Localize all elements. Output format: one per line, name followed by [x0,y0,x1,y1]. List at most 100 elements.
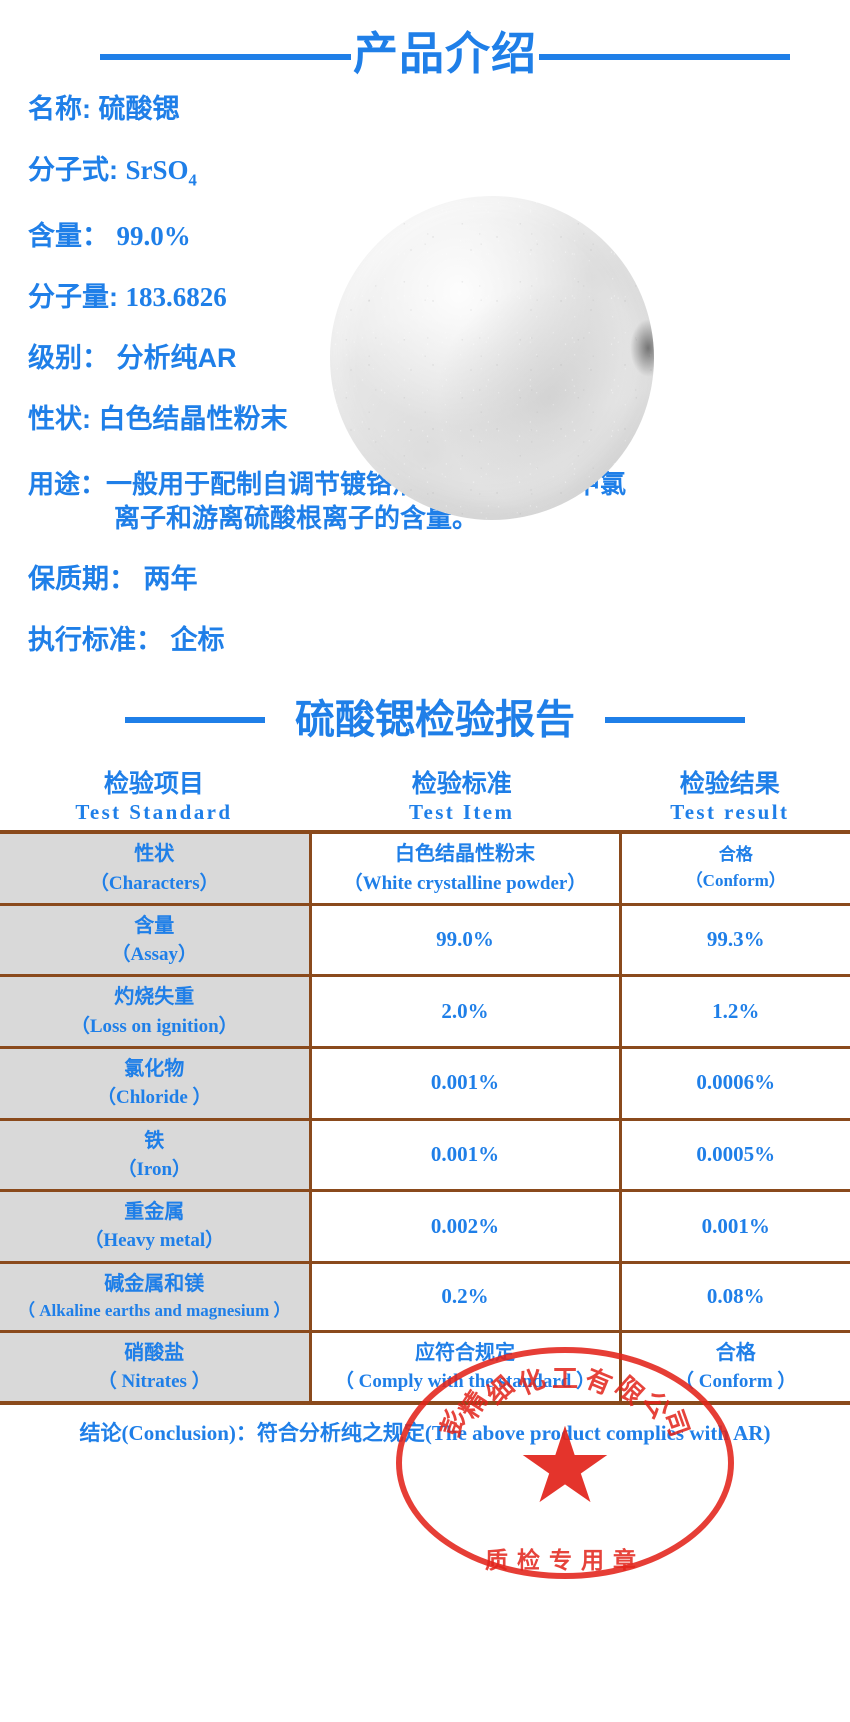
row-result-chloride: 0.0006% [618,1045,850,1121]
usage-label: 用途： [28,469,107,500]
row-result-en: （Conform） [685,871,786,891]
product-photo [330,196,654,520]
row-standard-iron: 0.001% [308,1117,622,1193]
row-item-cn: 含量 [134,914,175,937]
row-result-assay: 99.3% [618,902,850,978]
row-item-assay: 含量 （Assay） [0,902,312,978]
standard-value: 企标 [170,624,225,655]
row-item-cn: 氯化物 [124,1057,185,1080]
info-value-formula: SrSO [125,155,189,185]
row-item-heavy-metal: 重金属 （Heavy metal） [0,1189,312,1264]
row-item-cn: 灼烧失重 [114,986,195,1009]
table-row: 氯化物 （Chloride ） 0.001% 0.0006% [0,1045,850,1121]
row-result-value: 0.001% [701,1213,770,1238]
row-result-cn: 合格 [718,845,753,865]
row-item-en: （Characters） [89,872,219,894]
report-rule-right [605,716,745,723]
column-header-cn-0: 检验项目 [103,769,204,798]
row-item-characters: 性状 （Characters） [0,830,312,906]
info-value-name: 硫酸锶 [98,94,180,124]
row-result-alkaline-earths: 0.08% [618,1260,850,1333]
info-row-characters: 性状: 白色结晶性粉末 [28,406,850,433]
standard-label: 执行标准： [28,624,163,655]
table-row: 性状 （Characters） 白色结晶性粉末 （White crystalli… [0,830,850,906]
stamp-bottom-text: 质检专用章 [485,1547,645,1573]
row-standard-cn: 白色结晶性粉末 [395,843,535,866]
info-label-assay: 含量： [28,221,109,252]
row-result-cn: 合格 [715,1341,756,1364]
column-header-cn-2: 检验结果 [679,769,780,798]
row-item-loss-on-ignition: 灼烧失重 （Loss on ignition） [0,974,312,1049]
row-standard-nitrates: 应符合规定 （ Comply with the standard ） [308,1329,622,1405]
info-row-molecular-weight: 分子量: 183.6826 [28,284,850,311]
table-column-headers: 检验项目 Test Standard 检验标准 Test Item 检验结果 T… [0,770,850,831]
row-result-value: 0.08% [706,1283,765,1308]
info-label-grade: 级别： [28,343,109,374]
row-item-en: （Heavy metal） [84,1230,225,1252]
info-row-formula: 分子式: SrSO4 [28,157,850,189]
table-row: 灼烧失重 （Loss on ignition） 2.0% 1.2% [0,974,850,1049]
row-standard-en: （White crystalline powder） [343,872,587,894]
info-value-molecular-weight: 183.6826 [125,282,227,313]
row-item-cn: 性状 [134,843,175,866]
info-value-assay: 99.0% [116,221,191,252]
column-header-en-0: Test Standard [75,799,233,824]
row-result-value: 0.0005% [696,1141,776,1166]
table-row: 铁 （Iron） 0.001% 0.0005% [0,1117,850,1193]
row-standard-value: 0.002% [430,1213,500,1238]
row-standard-alkaline-earths: 0.2% [308,1260,622,1333]
row-result-value: 99.3% [706,927,765,952]
info-label-name: 名称: [28,94,91,124]
info-label-characters: 性状: [28,404,91,435]
row-result-heavy-metal: 0.001% [618,1189,850,1264]
powder-shadow [630,319,654,378]
info-row-assay: 含量： 99.0% [28,223,850,250]
info-row-shelf-life: 保质期： 两年 [28,563,850,594]
shelf-life-value: 两年 [143,563,198,594]
row-item-cn: 硝酸盐 [124,1341,185,1364]
conclusion-prefix: 结论(Conclusion)： [79,1421,257,1446]
report-title: 硫酸锶检验报告 [295,697,575,742]
info-value-characters: 白色结晶性粉末 [98,404,288,435]
conclusion-en: (The above product complies with AR) [424,1421,771,1446]
info-row-grade: 级别： 分析纯AR [28,345,850,372]
powder-texture [330,196,654,520]
column-header-en-2: Test result [670,799,790,824]
column-header-test-item: 检验标准 Test Item [308,770,616,825]
inspection-report-table: 性状 （Characters） 白色结晶性粉末 （White crystalli… [0,830,850,1406]
row-standard-assay: 99.0% [308,902,622,978]
product-intro-body: 名称: 硫酸锶 分子式: SrSO4 含量： 99.0% 分子量: 183.68… [0,96,850,654]
table-row: 重金属 （Heavy metal） 0.002% 0.001% [0,1189,850,1264]
report-header: 硫酸锶检验报告 [0,688,850,752]
row-result-en: （ Conform ） [675,1371,797,1393]
row-standard-loss-on-ignition: 2.0% [308,974,622,1049]
info-label-formula: 分子式: [28,155,118,185]
row-standard-value: 99.0% [436,927,494,952]
row-item-cn: 碱金属和镁 [104,1272,205,1295]
row-result-value: 1.2% [712,998,760,1023]
row-item-en: （ Alkaline earths and magnesium ） [18,1301,291,1321]
row-result-loss-on-ignition: 1.2% [618,974,850,1049]
row-result-iron: 0.0005% [618,1117,850,1193]
row-standard-heavy-metal: 0.002% [308,1189,622,1264]
row-item-cn: 重金属 [124,1201,185,1224]
row-item-en: （Assay） [111,944,197,966]
column-header-test-standard: 检验项目 Test Standard [0,770,308,825]
row-standard-value: 0.2% [441,1283,489,1308]
row-item-en: （ Nitrates ） [97,1371,211,1393]
row-item-alkaline-earths: 碱金属和镁 （ Alkaline earths and magnesium ） [0,1260,312,1333]
page-title: 产品介绍 [353,27,538,79]
row-result-value: 0.0006% [696,1070,776,1095]
info-row-standard: 执行标准： 企标 [28,624,850,655]
header-rule-right [539,54,791,60]
row-standard-value: 2.0% [441,998,489,1023]
conclusion-cn: 符合分析纯之规定 [256,1422,425,1446]
row-item-en: （Iron） [117,1158,192,1180]
info-value-grade: 分析纯AR [116,343,237,374]
row-standard-cn: 应符合规定 [415,1341,515,1364]
row-standard-chloride: 0.001% [308,1045,622,1121]
table-row: 碱金属和镁 （ Alkaline earths and magnesium ） … [0,1260,850,1333]
row-item-en: （Chloride ） [96,1087,212,1109]
row-item-iron: 铁 （Iron） [0,1117,312,1193]
table-row: 硝酸盐 （ Nitrates ） 应符合规定 （ Comply with the… [0,1329,850,1405]
